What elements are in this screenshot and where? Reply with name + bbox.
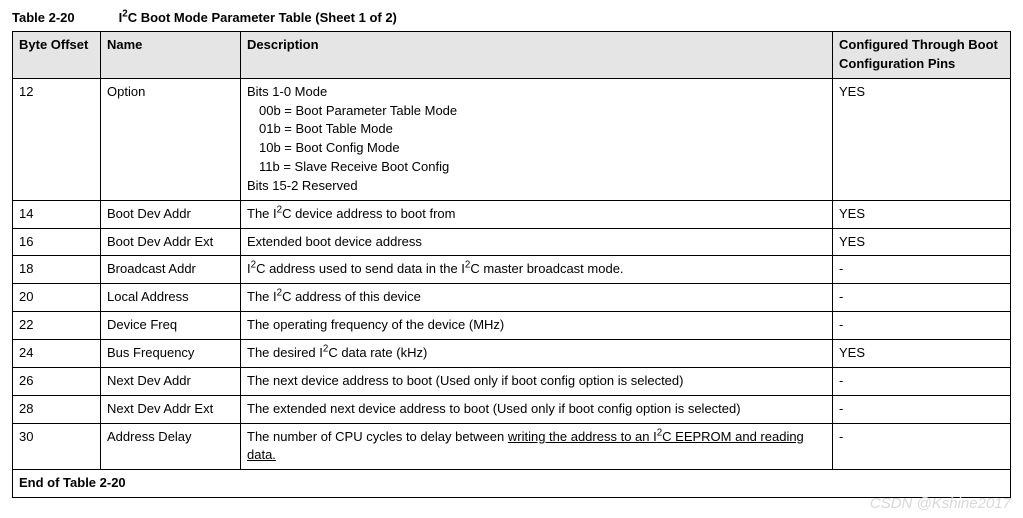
cell-desc: The extended next device address to boot…: [241, 395, 833, 423]
table-end-row: End of Table 2-20: [13, 470, 1011, 498]
cell-name: Next Dev Addr Ext: [101, 395, 241, 423]
table-title: Table 2-20 I2C Boot Mode Parameter Table…: [12, 10, 1011, 25]
cell-cfg: -: [833, 423, 1011, 470]
desc-line: Bits 15-2 Reserved: [247, 177, 826, 196]
cell-desc: The number of CPU cycles to delay betwee…: [241, 423, 833, 470]
cell-offset: 20: [13, 284, 101, 312]
cell-cfg: -: [833, 256, 1011, 284]
cell-cfg: -: [833, 395, 1011, 423]
cell-desc: Extended boot device address: [241, 228, 833, 256]
cell-offset: 30: [13, 423, 101, 470]
cell-offset: 16: [13, 228, 101, 256]
desc-text: C data rate (kHz): [328, 345, 427, 360]
cell-offset: 28: [13, 395, 101, 423]
col-byte-offset: Byte Offset: [13, 32, 101, 79]
cell-desc: Bits 1-0 Mode 00b = Boot Parameter Table…: [241, 78, 833, 200]
cell-desc: The operating frequency of the device (M…: [241, 312, 833, 340]
cell-name: Device Freq: [101, 312, 241, 340]
table-row: 20 Local Address The I2C address of this…: [13, 284, 1011, 312]
cell-desc: The I2C address of this device: [241, 284, 833, 312]
table-row: 16 Boot Dev Addr Ext Extended boot devic…: [13, 228, 1011, 256]
desc-underline: writing the address to an I2C EEPROM and: [508, 429, 761, 444]
desc-text: The I: [247, 289, 277, 304]
table-row: 22 Device Freq The operating frequency o…: [13, 312, 1011, 340]
cell-offset: 14: [13, 200, 101, 228]
table-main-title: I2C Boot Mode Parameter Table (Sheet 1 o…: [119, 10, 397, 25]
table-row: 28 Next Dev Addr Ext The extended next d…: [13, 395, 1011, 423]
cell-name: Next Dev Addr: [101, 367, 241, 395]
table-row: 14 Boot Dev Addr The I2C device address …: [13, 200, 1011, 228]
desc-text: The number of CPU cycles to delay betwee…: [247, 429, 508, 444]
cell-name: Address Delay: [101, 423, 241, 470]
cell-name: Bus Frequency: [101, 339, 241, 367]
cell-desc: The next device address to boot (Used on…: [241, 367, 833, 395]
end-of-table: End of Table 2-20: [13, 470, 1011, 498]
desc-text: C master broadcast mode.: [470, 261, 623, 276]
desc-text: writing the address to an I: [508, 429, 657, 444]
desc-text: C address of this device: [282, 289, 421, 304]
desc-text: C device address to boot from: [282, 206, 455, 221]
table-row: 24 Bus Frequency The desired I2C data ra…: [13, 339, 1011, 367]
cell-cfg: -: [833, 312, 1011, 340]
desc-line: 00b = Boot Parameter Table Mode: [247, 102, 826, 121]
cell-desc: The I2C device address to boot from: [241, 200, 833, 228]
cell-name: Broadcast Addr: [101, 256, 241, 284]
col-description: Description: [241, 32, 833, 79]
desc-line: Bits 1-0 Mode: [247, 83, 826, 102]
table-row: 30 Address Delay The number of CPU cycle…: [13, 423, 1011, 470]
table-row: 12 Option Bits 1-0 Mode 00b = Boot Param…: [13, 78, 1011, 200]
cell-offset: 18: [13, 256, 101, 284]
table-row: 18 Broadcast Addr I2C address used to se…: [13, 256, 1011, 284]
cell-offset: 24: [13, 339, 101, 367]
cell-cfg: YES: [833, 200, 1011, 228]
desc-line: 10b = Boot Config Mode: [247, 139, 826, 158]
desc-text: C address used to send data in the I: [256, 261, 465, 276]
cell-name: Option: [101, 78, 241, 200]
cell-name: Boot Dev Addr: [101, 200, 241, 228]
desc-line: 11b = Slave Receive Boot Config: [247, 158, 826, 177]
cell-cfg: -: [833, 367, 1011, 395]
cell-offset: 22: [13, 312, 101, 340]
cell-cfg: YES: [833, 78, 1011, 200]
col-configured: Configured Through Boot Configuration Pi…: [833, 32, 1011, 79]
cell-cfg: YES: [833, 339, 1011, 367]
cell-cfg: -: [833, 284, 1011, 312]
cell-desc: I2C address used to send data in the I2C…: [241, 256, 833, 284]
cell-desc: The desired I2C data rate (kHz): [241, 339, 833, 367]
desc-text: The I: [247, 206, 277, 221]
cell-name: Boot Dev Addr Ext: [101, 228, 241, 256]
table-header-row: Byte Offset Name Description Configured …: [13, 32, 1011, 79]
parameter-table: Byte Offset Name Description Configured …: [12, 31, 1011, 498]
desc-line: 01b = Boot Table Mode: [247, 120, 826, 139]
col-name: Name: [101, 32, 241, 79]
cell-name: Local Address: [101, 284, 241, 312]
table-row: 26 Next Dev Addr The next device address…: [13, 367, 1011, 395]
table-label: Table 2-20: [12, 10, 75, 25]
title-post: C Boot Mode Parameter Table (Sheet 1 of …: [128, 10, 397, 25]
desc-text: The desired I: [247, 345, 323, 360]
desc-text: C EEPROM and: [662, 429, 760, 444]
cell-cfg: YES: [833, 228, 1011, 256]
cell-offset: 12: [13, 78, 101, 200]
cell-offset: 26: [13, 367, 101, 395]
